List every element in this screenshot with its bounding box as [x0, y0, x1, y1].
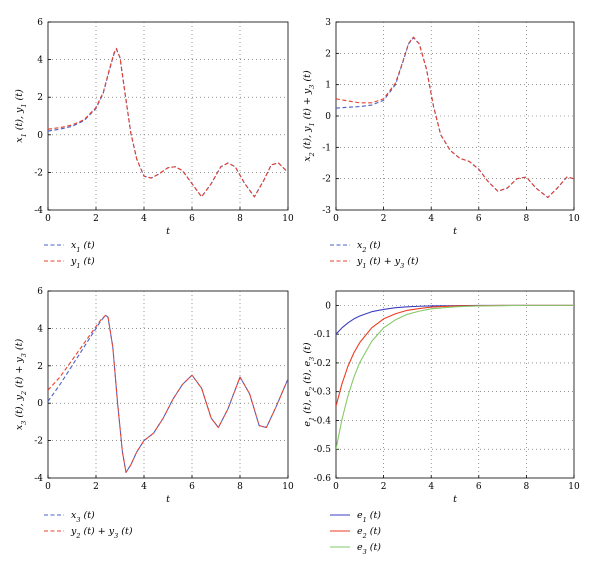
y-tick-label: -0.1 — [314, 330, 331, 340]
x-axis-label: t — [166, 494, 170, 505]
x-tick-label: 10 — [282, 482, 294, 492]
y-tick-label: -2 — [34, 168, 43, 178]
x-tick-label: 6 — [189, 214, 195, 224]
y-tick-label: 2 — [325, 49, 331, 59]
legend-label-1: x3 (t) — [71, 510, 95, 524]
y-tick-label: 0 — [325, 301, 331, 311]
legend-label-2: e2 (t) — [357, 526, 381, 540]
y-tick-label: 2 — [37, 362, 43, 372]
legend-label-1: x2 (t) — [357, 240, 381, 254]
x-axis-label: t — [453, 494, 457, 505]
legend-label-2: y1 (t) + y3 (t) — [356, 256, 419, 270]
series-line-2 — [336, 36, 574, 199]
y-tick-label: 2 — [37, 93, 43, 103]
y-tick-label: -4 — [34, 474, 43, 484]
x-tick-label: 4 — [428, 482, 434, 492]
legend-label-1: e1 (t) — [357, 510, 381, 524]
legend-label-1: x1 (t) — [71, 240, 95, 254]
chart-panel-a: 0 2 4 6 8 10 -4 -2 0 2 4 6 t x1 (t), y1 (t) x1 (t) y1 (… — [14, 18, 294, 270]
y-axis-label: x3 (t), y2 (t) + y3 (t) — [14, 339, 28, 431]
x-tick-label: 2 — [93, 214, 99, 224]
y-tick-label: 0 — [37, 399, 43, 409]
x-tick-label: 2 — [381, 214, 387, 224]
x-axis-label: t — [166, 226, 170, 237]
y-tick-label: -1 — [322, 143, 331, 153]
legend-label-3: e3 (t) — [357, 542, 381, 556]
y-tick-label: 6 — [37, 287, 43, 297]
series-line-3 — [336, 304, 574, 450]
y-tick-label: -4 — [34, 206, 43, 216]
x-tick-label: 8 — [524, 214, 530, 224]
x-tick-label: 8 — [237, 482, 243, 492]
series-line-2 — [48, 314, 288, 473]
chart-panel-b: 0 2 4 6 8 10 -3 -2 -1 0 1 2 3 t x2 (t), y1 (t) + y3 (t… — [302, 18, 580, 270]
x-tick-label: 0 — [333, 482, 339, 492]
x-tick-label: 6 — [189, 482, 195, 492]
y-tick-label: 4 — [37, 324, 43, 334]
y-tick-label: -2 — [322, 175, 331, 185]
x-tick-label: 10 — [568, 482, 580, 492]
x-tick-label: 8 — [524, 482, 530, 492]
y-tick-label: -0.2 — [314, 359, 331, 369]
x-tick-label: 0 — [333, 214, 339, 224]
y-tick-label: -3 — [322, 206, 331, 216]
y-tick-label: 1 — [325, 81, 331, 91]
series-line-1 — [336, 37, 574, 199]
y-tick-label: -0.3 — [314, 388, 332, 398]
x-tick-label: 4 — [141, 482, 147, 492]
series-line-1 — [336, 304, 574, 335]
x-tick-label: 10 — [282, 214, 294, 224]
plot-frame — [47, 21, 289, 211]
plot-frame — [335, 290, 575, 479]
series-line-1 — [48, 314, 288, 473]
series-line-1 — [48, 48, 288, 198]
y-tick-label: -0.4 — [314, 416, 332, 426]
y-tick-label: -0.5 — [314, 445, 332, 455]
series-line-2 — [336, 304, 574, 407]
x-tick-label: 0 — [45, 482, 51, 492]
y-tick-label: -0.6 — [314, 474, 332, 484]
y-axis-label: e1 (t), e2 (t), e3 (t) — [302, 342, 316, 426]
y-axis-label: x1 (t), y1 (t) — [14, 89, 28, 143]
x-tick-label: 2 — [381, 482, 387, 492]
y-tick-label: 6 — [37, 18, 43, 28]
x-tick-label: 2 — [93, 482, 99, 492]
y-axis-label: x2 (t), y1 (t) + y3 (t) — [302, 70, 316, 162]
x-axis-label: t — [453, 226, 457, 237]
x-tick-label: 4 — [141, 214, 147, 224]
y-tick-label: 0 — [325, 112, 331, 122]
plot-frame — [47, 290, 289, 479]
legend-label-2: y2 (t) + y3 (t) — [70, 526, 133, 540]
x-tick-label: 6 — [476, 214, 482, 224]
y-tick-label: 3 — [325, 18, 331, 28]
y-tick-label: 0 — [37, 131, 43, 141]
legend-label-2: y1 (t) — [70, 256, 95, 270]
x-tick-label: 4 — [428, 214, 434, 224]
chart-panel-d: 0 2 4 6 8 10 -0.6 -0.5 -0.4 -0.3 -0.2 -0.1 0 t e1 (t),… — [302, 290, 580, 556]
x-tick-label: 6 — [476, 482, 482, 492]
y-tick-label: 4 — [37, 56, 43, 66]
x-tick-label: 8 — [237, 214, 243, 224]
y-tick-label: -2 — [34, 437, 43, 447]
x-tick-label: 0 — [45, 214, 51, 224]
plot-frame — [335, 21, 575, 211]
x-tick-label: 10 — [568, 214, 580, 224]
series-line-2 — [48, 47, 288, 198]
chart-panel-c: 0 2 4 6 8 10 -4 -2 0 2 4 6 t x3 (t), y2 (t) + y3 (t) x… — [14, 287, 294, 540]
